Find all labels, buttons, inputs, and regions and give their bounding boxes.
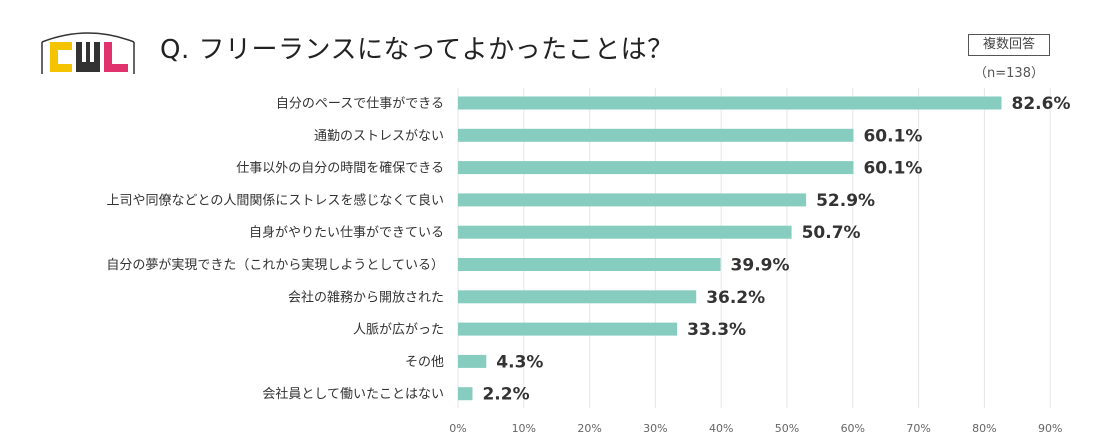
x-tick-label: 10% — [512, 422, 536, 435]
value-label: 39.9% — [731, 256, 790, 276]
chart-title: Q. フリーランスになってよかったことは？ — [160, 35, 674, 65]
value-label: 52.9% — [816, 191, 875, 211]
category-label: 自分の夢が実現できた（これから実現しようとしている） — [106, 257, 444, 273]
bar — [458, 258, 721, 271]
x-tick-label: 50% — [775, 422, 799, 435]
x-tick-label: 70% — [906, 422, 930, 435]
category-label: 仕事以外の自分の時間を確保できる — [236, 160, 444, 176]
x-tick-label: 80% — [972, 422, 996, 435]
x-tick-label: 60% — [841, 422, 865, 435]
value-label: 36.2% — [706, 288, 765, 308]
value-label: 82.6% — [1012, 94, 1071, 114]
category-label: その他 — [405, 355, 444, 370]
value-label: 60.1% — [863, 126, 922, 146]
bar — [458, 354, 487, 368]
category-label: 自身がやりたい仕事ができている — [249, 225, 444, 241]
bar — [458, 225, 792, 239]
x-tick-label: 0% — [449, 422, 466, 435]
category-label: 自分のペースで仕事ができる — [276, 97, 444, 112]
value-label: 2.2% — [482, 385, 529, 405]
value-label: 50.7% — [802, 223, 861, 243]
x-tick-label: 90% — [1038, 422, 1062, 435]
category-label: 人脈が広がった — [353, 323, 444, 338]
bar — [458, 96, 1002, 110]
x-tick-label: 40% — [709, 422, 733, 435]
bar — [458, 193, 807, 207]
cwl-logo — [41, 32, 135, 74]
bar — [458, 387, 473, 401]
bar — [458, 322, 678, 336]
value-label: 33.3% — [687, 320, 746, 340]
category-label: 上司や同僚などとの人間関係にストレスを感じなくて良い — [107, 192, 444, 208]
sample-size-label: （n=138） — [974, 66, 1044, 81]
category-label: 通勤のストレスがない — [314, 129, 444, 144]
x-tick-label: 30% — [643, 422, 667, 435]
category-label: 会社の雑務から開放された — [288, 289, 444, 305]
value-label: 60.1% — [863, 159, 922, 179]
bar — [458, 128, 854, 142]
x-tick-label: 20% — [577, 422, 601, 435]
multiple-answer-badge: 複数回答 — [968, 34, 1050, 56]
bar — [458, 290, 697, 304]
value-label: 4.3% — [496, 352, 543, 372]
bar — [458, 161, 854, 175]
category-label: 会社員として働いたことはない — [262, 386, 444, 402]
